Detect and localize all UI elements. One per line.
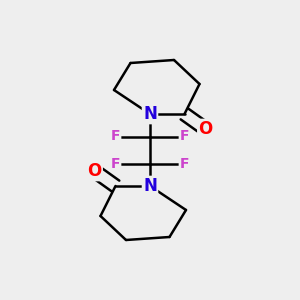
Text: N: N	[143, 105, 157, 123]
Text: F: F	[111, 157, 120, 170]
Text: O: O	[87, 162, 102, 180]
Text: F: F	[180, 130, 189, 143]
Text: F: F	[111, 130, 120, 143]
Text: F: F	[180, 157, 189, 170]
Text: N: N	[143, 177, 157, 195]
Text: O: O	[198, 120, 213, 138]
